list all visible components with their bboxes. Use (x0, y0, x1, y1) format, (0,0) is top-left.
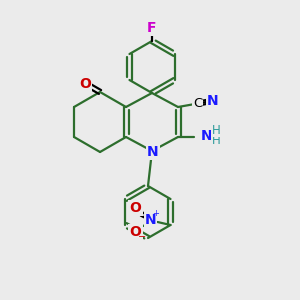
Text: F: F (147, 21, 157, 35)
Text: H: H (212, 124, 220, 136)
Text: O: O (130, 201, 142, 215)
Text: N: N (147, 145, 159, 159)
Text: N: N (201, 129, 213, 143)
Text: O: O (130, 225, 142, 239)
Text: C: C (193, 97, 202, 110)
Text: H: H (212, 134, 220, 148)
Text: N: N (145, 213, 156, 227)
Text: +: + (152, 209, 159, 218)
Text: O: O (80, 76, 91, 91)
Text: −: − (139, 232, 147, 242)
Text: N: N (207, 94, 218, 108)
